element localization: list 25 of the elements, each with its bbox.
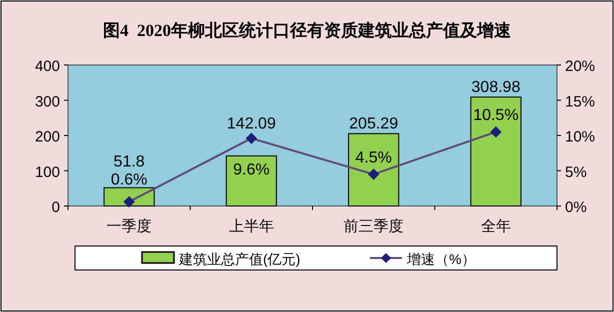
x-tick-label: 上半年 xyxy=(228,218,274,235)
y-tick-label: 300 xyxy=(34,93,60,110)
x-tick-label: 全年 xyxy=(480,218,511,235)
data-label: 51.8 xyxy=(114,154,145,171)
y-tick-label: 200 xyxy=(34,128,60,146)
y2-tick-label: 15% xyxy=(565,93,596,110)
x-tick-label: 前三季度 xyxy=(344,218,404,235)
x-tick-label: 一季度 xyxy=(106,218,152,235)
data-label: 308.98 xyxy=(471,79,520,96)
y2-tick-label: 20% xyxy=(565,58,596,75)
data-label: 0.6% xyxy=(110,172,148,189)
data-label: 9.6% xyxy=(233,161,270,178)
y2-tick-label: 10% xyxy=(565,128,596,146)
y2-tick-label: 5% xyxy=(565,164,587,181)
y-tick-label: 400 xyxy=(34,58,60,75)
y-tick-label: 100 xyxy=(34,164,60,181)
chart-title: 图4 2020年柳北区统计口径有资质建筑业总产值及增速 xyxy=(103,21,511,40)
data-label: 142.09 xyxy=(226,115,276,132)
legend-label: 建筑业总产值(亿元) xyxy=(178,251,300,267)
y-tick-label: 0 xyxy=(52,199,60,216)
data-label: 10.5% xyxy=(473,106,519,124)
legend-label: 增速（%） xyxy=(406,251,476,267)
data-label: 205.29 xyxy=(349,116,398,133)
y2-tick-label: 0% xyxy=(565,199,587,216)
data-label: 4.5% xyxy=(355,149,392,166)
